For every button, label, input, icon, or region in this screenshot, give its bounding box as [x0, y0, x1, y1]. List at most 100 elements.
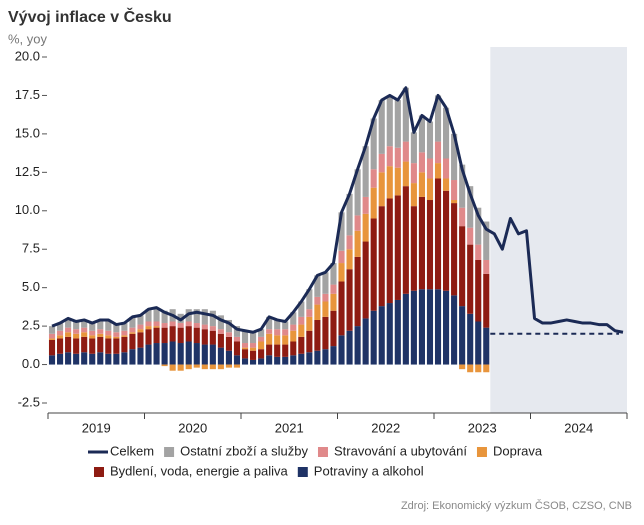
bar-segment	[105, 338, 112, 354]
bar-segment	[274, 319, 281, 330]
bar-segment	[258, 329, 265, 337]
bar-segment	[129, 349, 136, 365]
bar-segment	[322, 272, 329, 294]
bar-segment	[241, 349, 249, 359]
bar-segment	[426, 178, 434, 201]
x-tick-label: 2020	[178, 420, 207, 435]
bar-segment	[250, 347, 257, 351]
bar-segment	[282, 321, 289, 330]
legend-swatch	[94, 467, 104, 477]
bar-segment	[378, 153, 385, 173]
bar-segment	[282, 356, 289, 365]
x-tick-label: 2024	[564, 420, 593, 435]
legend-item: Stravování a ubytování	[317, 443, 467, 458]
bar-segment	[314, 304, 321, 320]
bar-segment	[314, 296, 321, 305]
bar-segment	[386, 198, 393, 304]
bar-segment	[193, 309, 200, 324]
bar-segment	[443, 158, 450, 179]
bar-segment	[322, 301, 329, 317]
y-tick-label: 15.0	[15, 125, 40, 140]
forecast-region	[490, 47, 627, 413]
bar-segment	[105, 319, 112, 331]
bar-segment	[386, 146, 393, 167]
bar-segment	[467, 227, 474, 245]
bar-segment	[459, 207, 466, 227]
bar-segment	[459, 306, 466, 365]
bar-segment	[241, 347, 249, 350]
chart-title: Vývoj inflace v Česku	[8, 7, 172, 26]
bar-segment	[48, 338, 56, 340]
bar-segment	[418, 172, 425, 197]
bar-segment	[330, 263, 337, 285]
bar-segment	[346, 330, 353, 365]
bar-segment	[97, 336, 104, 353]
bar-segment	[250, 350, 257, 360]
bar-segment	[418, 152, 425, 173]
bar-segment	[217, 315, 224, 330]
bar-segment	[475, 207, 482, 245]
bar-segment	[185, 326, 192, 342]
bar-segment	[467, 364, 474, 373]
legend-label: Stravování a ubytování	[334, 443, 467, 458]
bar-segment	[362, 318, 369, 365]
bar-segment	[217, 364, 224, 370]
bar-segment	[201, 324, 208, 330]
bar-segment	[354, 230, 361, 257]
bar-segment	[290, 341, 297, 356]
bar-segment	[81, 327, 88, 333]
bar-segment	[354, 169, 361, 216]
bar-segment	[145, 321, 152, 327]
bar-segment	[418, 196, 425, 290]
bar-segment	[306, 330, 313, 353]
y-tick-label: 20.0	[15, 48, 40, 63]
bar-segment	[97, 319, 104, 330]
bar-segment	[250, 343, 257, 348]
bar-segment	[306, 289, 313, 310]
bar-segment	[217, 333, 224, 348]
bar-segment	[97, 333, 104, 337]
bar-segment	[105, 335, 112, 339]
bar-segment	[233, 336, 241, 342]
bar-segment	[81, 332, 88, 337]
bar-segment	[97, 352, 104, 365]
y-tick-label: 7.5	[22, 241, 40, 256]
bar-segment	[177, 343, 184, 365]
bar-segment	[274, 344, 281, 357]
bar-segment	[410, 132, 417, 164]
chart-subtitle: %, yoy	[8, 31, 48, 46]
bar-segment	[241, 343, 249, 348]
bar-segment	[121, 336, 128, 353]
bar-segment	[410, 290, 417, 365]
bar-segment	[330, 284, 337, 294]
bar-segment	[475, 259, 482, 322]
bar-segment	[370, 218, 377, 311]
bar-segment	[443, 107, 450, 159]
bar-segment	[338, 281, 345, 336]
bar-segment	[306, 352, 313, 365]
bar-segment	[451, 180, 458, 201]
bar-segment	[338, 335, 345, 365]
bar-segment	[362, 196, 369, 214]
x-tick-label: 2019	[82, 420, 111, 435]
bar-segment	[121, 335, 128, 337]
bar-segment	[362, 213, 369, 242]
bar-segment	[225, 336, 232, 351]
bar-segment	[290, 312, 297, 325]
bar-segment	[314, 275, 321, 297]
bar-segment	[153, 327, 160, 344]
legend-label: Potraviny a alkohol	[314, 463, 424, 478]
bar-segment	[426, 289, 434, 365]
bar-segment	[57, 323, 64, 331]
bar-segment	[113, 338, 120, 354]
legend-item: Ostatní zboží a služby	[164, 443, 308, 458]
bar-segment	[48, 339, 56, 356]
bar-segment	[137, 332, 144, 348]
bar-segment	[483, 364, 490, 373]
bar-segment	[274, 356, 281, 365]
bar-segment	[322, 349, 329, 365]
bar-segment	[169, 341, 176, 365]
bar-segment	[121, 330, 128, 336]
bar-segment	[217, 329, 224, 334]
